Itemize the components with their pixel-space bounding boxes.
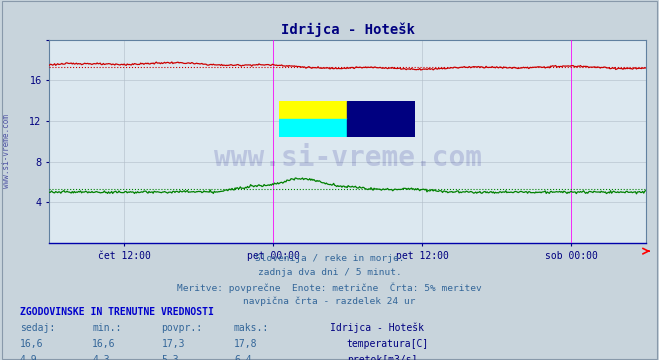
Text: sedaj:: sedaj: xyxy=(20,323,55,333)
Text: 5,3: 5,3 xyxy=(161,355,179,360)
Text: 6,4: 6,4 xyxy=(234,355,252,360)
Bar xyxy=(347,100,415,119)
Bar xyxy=(347,119,415,137)
Text: 17,3: 17,3 xyxy=(161,339,185,349)
Text: 4,9: 4,9 xyxy=(20,355,38,360)
Text: Idrijca - Hotešk: Idrijca - Hotešk xyxy=(330,323,424,333)
Text: pretok[m3/s]: pretok[m3/s] xyxy=(347,355,417,360)
Text: povpr.:: povpr.: xyxy=(161,323,202,333)
Text: ZGODOVINSKE IN TRENUTNE VREDNOSTI: ZGODOVINSKE IN TRENUTNE VREDNOSTI xyxy=(20,307,214,317)
Text: 4,3: 4,3 xyxy=(92,355,110,360)
Text: temperatura[C]: temperatura[C] xyxy=(347,339,429,349)
Text: Slovenija / reke in morje.: Slovenija / reke in morje. xyxy=(255,254,404,263)
Text: min.:: min.: xyxy=(92,323,122,333)
Text: Meritve: povprečne  Enote: metrične  Črta: 5% meritev: Meritve: povprečne Enote: metrične Črta:… xyxy=(177,283,482,293)
Bar xyxy=(279,119,347,137)
Title: Idrijca - Hotešk: Idrijca - Hotešk xyxy=(281,23,415,37)
Text: zadnja dva dni / 5 minut.: zadnja dva dni / 5 minut. xyxy=(258,268,401,277)
Text: www.si-vreme.com: www.si-vreme.com xyxy=(2,114,11,188)
Text: 16,6: 16,6 xyxy=(92,339,116,349)
Bar xyxy=(279,100,347,119)
Text: www.si-vreme.com: www.si-vreme.com xyxy=(214,144,482,172)
Text: navpična črta - razdelek 24 ur: navpična črta - razdelek 24 ur xyxy=(243,297,416,306)
Text: 17,8: 17,8 xyxy=(234,339,258,349)
Text: 16,6: 16,6 xyxy=(20,339,43,349)
Text: maks.:: maks.: xyxy=(234,323,269,333)
